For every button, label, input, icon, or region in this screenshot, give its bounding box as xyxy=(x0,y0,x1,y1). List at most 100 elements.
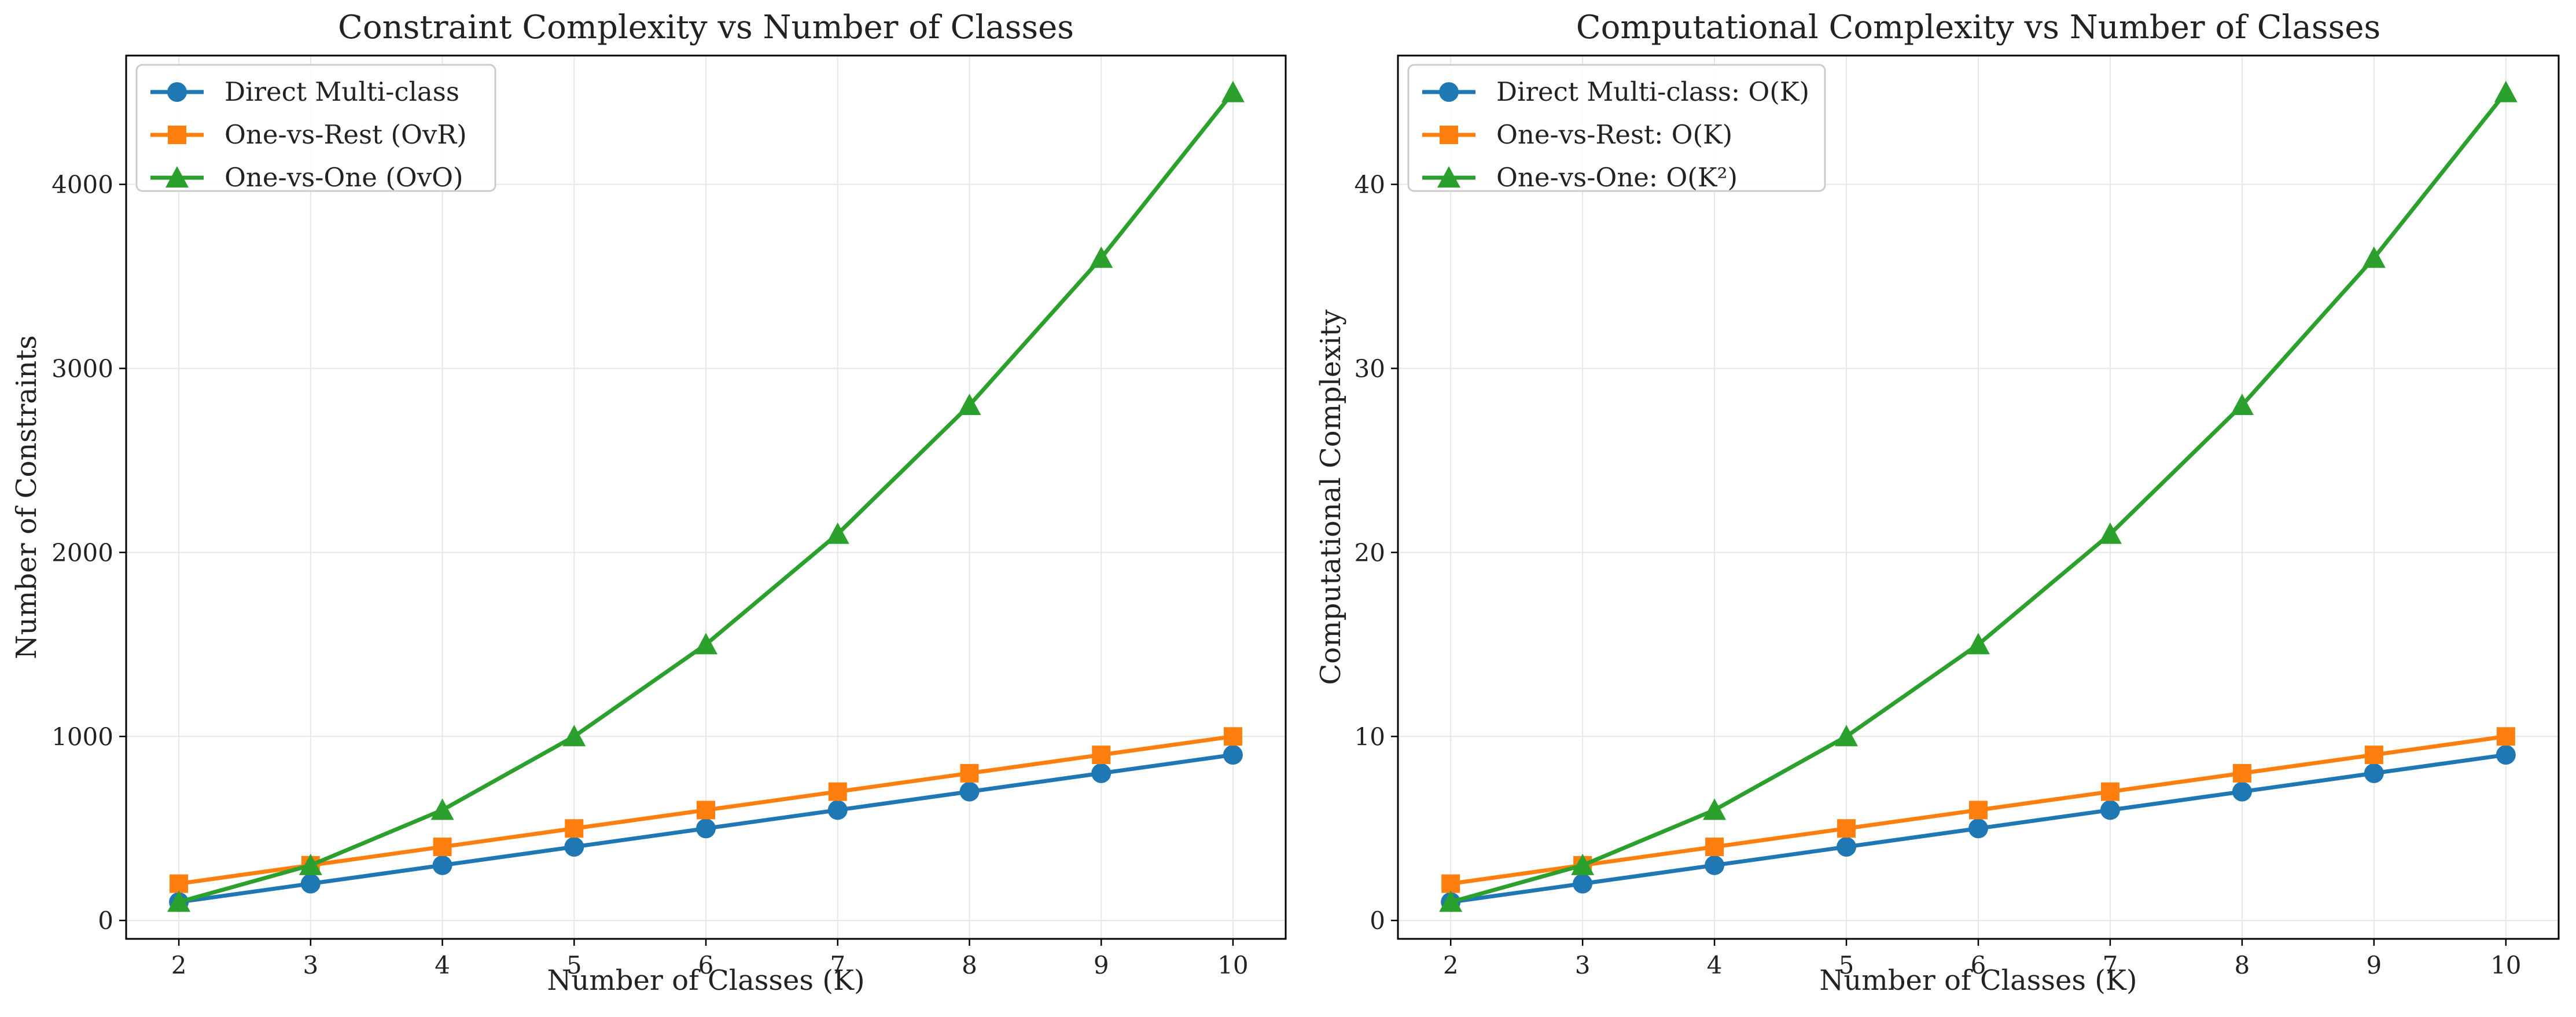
data-point xyxy=(562,725,586,747)
data-point xyxy=(2494,80,2518,102)
data-point xyxy=(1705,838,1724,857)
data-point xyxy=(564,837,584,857)
data-point xyxy=(430,798,454,820)
x-tick-label: 9 xyxy=(1094,951,1109,979)
x-tick-label: 5 xyxy=(566,951,582,979)
data-point xyxy=(2232,781,2252,802)
x-tick-label: 2 xyxy=(1443,951,1459,979)
data-point xyxy=(1835,725,1859,747)
legend-entry: Direct Multi-class xyxy=(150,76,459,107)
x-tick-label: 7 xyxy=(830,951,845,979)
legend-entry: One-vs-One: O(K²) xyxy=(1422,162,1738,193)
y-tick-label: 1000 xyxy=(51,722,113,751)
series-square xyxy=(1441,727,2515,893)
constraint-complexity-panel: Constraint Complexity vs Number of Class… xyxy=(10,9,1287,997)
series-triangle xyxy=(1439,80,2518,912)
data-point xyxy=(1703,798,1727,820)
y-tick-label: 2000 xyxy=(51,538,113,567)
x-tick-label: 4 xyxy=(435,951,450,979)
data-point xyxy=(826,522,849,544)
legend-label: Direct Multi-class: O(K) xyxy=(1496,76,1809,107)
y-tick-label: 30 xyxy=(1355,354,1385,383)
series-layer xyxy=(1439,80,2518,912)
data-point xyxy=(1092,746,1111,765)
grid xyxy=(126,56,1286,939)
data-point xyxy=(2364,763,2384,783)
data-point xyxy=(1968,818,1988,839)
data-point xyxy=(2230,394,2254,416)
data-point xyxy=(960,763,979,783)
data-point xyxy=(958,394,981,416)
data-point xyxy=(2362,246,2386,268)
x-tick-label: 3 xyxy=(303,951,318,979)
x-tick-label: 9 xyxy=(2366,951,2382,979)
y-tick-label: 0 xyxy=(1370,906,1385,935)
legend-marker xyxy=(1440,126,1458,144)
y-axis-label: Computational Complexity xyxy=(1315,310,1347,685)
data-point xyxy=(1837,819,1856,838)
data-point xyxy=(433,838,452,857)
data-point xyxy=(432,855,452,875)
legend-box xyxy=(1407,64,1826,192)
legend-label: One-vs-Rest: O(K) xyxy=(1496,119,1732,150)
x-tick-label: 10 xyxy=(1217,951,1248,979)
x-tick-label: 5 xyxy=(1839,951,1854,979)
x-tick-label: 10 xyxy=(2490,951,2521,979)
data-point xyxy=(170,874,189,893)
data-point xyxy=(1967,633,1990,655)
data-point xyxy=(2364,746,2383,765)
data-point xyxy=(2496,745,2516,765)
x-tick-label: 4 xyxy=(1707,951,1723,979)
data-point xyxy=(827,800,848,820)
data-point xyxy=(1571,853,1595,875)
legend-marker xyxy=(1439,82,1459,102)
legend-entry: One-vs-Rest (OvR) xyxy=(150,119,467,150)
data-point xyxy=(1705,855,1725,875)
data-point xyxy=(2232,763,2251,783)
legend-box xyxy=(135,64,496,192)
data-point xyxy=(2100,800,2120,820)
data-point xyxy=(1090,246,1113,268)
legend-entry: One-vs-One (OvO) xyxy=(150,162,463,193)
data-point xyxy=(1441,874,1460,893)
data-point xyxy=(1439,890,1463,912)
data-point xyxy=(1221,80,1245,102)
data-point xyxy=(2496,727,2515,746)
y-tick-label: 10 xyxy=(1355,722,1385,751)
chart-title: Constraint Complexity vs Number of Class… xyxy=(338,9,1074,46)
x-tick-label: 3 xyxy=(1575,951,1591,979)
data-point xyxy=(1837,837,1857,857)
data-point xyxy=(696,818,716,839)
legend-marker xyxy=(168,126,186,144)
series-circle xyxy=(169,745,1243,912)
legend-marker xyxy=(1437,166,1460,188)
legend-label: Direct Multi-class xyxy=(225,76,459,107)
data-point xyxy=(2098,522,2122,544)
data-point xyxy=(299,853,322,875)
data-point xyxy=(1969,801,1988,820)
x-tick-label: 8 xyxy=(2235,951,2250,979)
legend-marker xyxy=(167,82,187,102)
x-tick-label: 6 xyxy=(1971,951,1986,979)
data-point xyxy=(828,782,847,801)
legend: Direct Multi-class: O(K) One-vs-Rest: O(K… xyxy=(1407,64,1826,193)
legend-entry: One-vs-Rest: O(K) xyxy=(1422,119,1732,150)
legend: Direct Multi-class One-vs-Rest (OvR) One-v… xyxy=(135,64,496,193)
x-tick-label: 7 xyxy=(2103,951,2118,979)
data-point xyxy=(694,633,717,655)
legend-label: One-vs-One: O(K²) xyxy=(1496,162,1738,193)
series-layer xyxy=(167,80,1245,912)
y-tick-label: 0 xyxy=(98,906,113,935)
series-triangle xyxy=(167,80,1245,912)
chart-title: Computational Complexity vs Number of Cl… xyxy=(1576,9,2380,46)
x-axis-label: Number of Classes (K) xyxy=(1819,964,2137,997)
tick-labels: 2 3 4 5 6 7 8 9 10 0 10 20 30 40 xyxy=(1355,171,2522,979)
data-point xyxy=(1223,727,1242,746)
computational-complexity-panel: Computational Complexity vs Number of Cl… xyxy=(1315,9,2560,997)
data-point xyxy=(959,781,980,802)
data-point xyxy=(1091,763,1112,783)
data-point xyxy=(300,873,321,894)
y-axis-label: Number of Constraints xyxy=(10,335,43,659)
data-point xyxy=(565,819,584,838)
